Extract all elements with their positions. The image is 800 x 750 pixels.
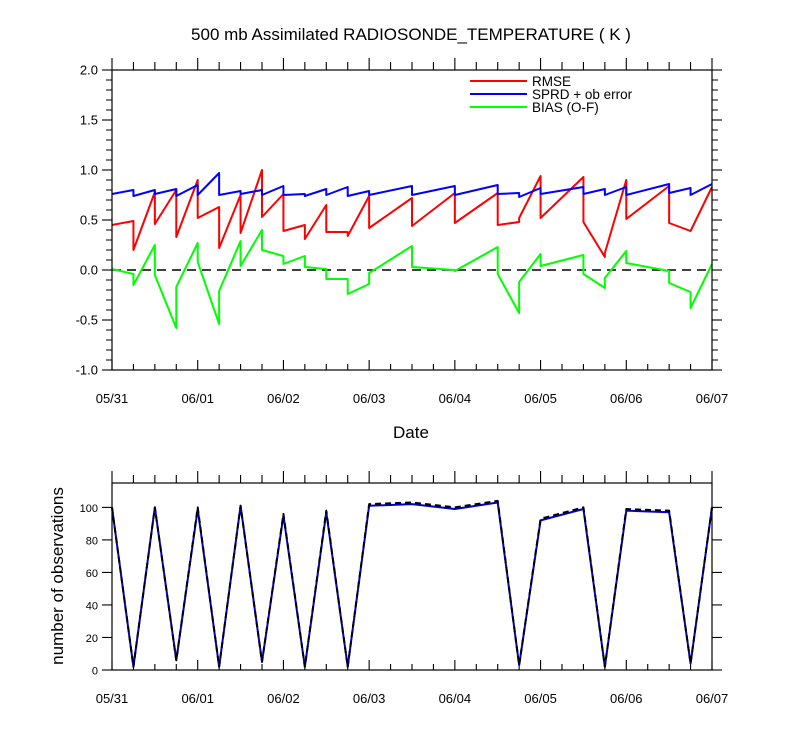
x-tick-label: 05/31 <box>96 691 129 706</box>
bottom-y-tick-labels: 0 20 40 60 80 100 <box>80 503 98 678</box>
y-tick-label: 0 <box>92 666 98 678</box>
top-y-tick-labels: -1.0 -0.5 0.0 0.5 1.0 1.5 2.0 <box>76 63 98 378</box>
series-line-observations-solid <box>111 501 713 668</box>
y-tick-label: 100 <box>80 503 98 515</box>
x-tick-label: 06/05 <box>524 691 557 706</box>
x-tick-label: 06/01 <box>181 691 214 706</box>
top-plot-frame <box>111 69 713 371</box>
y-tick-label: -0.5 <box>76 313 98 328</box>
y-tick-label: 2.0 <box>80 63 98 78</box>
x-tick-label: 06/05 <box>524 391 557 406</box>
x-tick-label: 06/03 <box>353 691 386 706</box>
x-tick-label: 06/03 <box>353 391 386 406</box>
y-axis-label: number of observations <box>48 487 67 665</box>
x-tick-label: 06/02 <box>267 391 300 406</box>
y-tick-label: 40 <box>86 600 98 612</box>
x-tick-label: 06/04 <box>439 391 472 406</box>
y-tick-label: -1.0 <box>76 363 98 378</box>
bottom-axes-ticks <box>102 471 722 671</box>
y-tick-label: 60 <box>86 568 98 580</box>
y-tick-label: 0.0 <box>80 263 98 278</box>
x-tick-label: 06/06 <box>610 391 643 406</box>
x-tick-label: 06/01 <box>181 391 214 406</box>
top-series-group <box>111 169 713 329</box>
legend-label: BIAS (O-F) <box>532 100 599 115</box>
y-tick-label: 0.5 <box>80 213 98 228</box>
y-tick-label: 1.0 <box>80 163 98 178</box>
x-tick-label: 06/06 <box>610 691 643 706</box>
x-tick-label: 06/07 <box>696 391 729 406</box>
y-tick-label: 20 <box>86 633 98 645</box>
x-tick-label: 05/31 <box>96 391 129 406</box>
x-axis-label: Date <box>393 423 429 442</box>
bottom-series-group <box>111 499 713 668</box>
y-tick-label: 80 <box>86 535 98 547</box>
top-x-tick-labels: 05/31 06/01 06/02 06/03 06/04 06/05 06/06 06/07 <box>96 391 729 406</box>
bottom-plot-frame <box>111 482 713 671</box>
top-axes-ticks <box>102 58 722 371</box>
series-line-bias-o-f <box>111 229 713 329</box>
x-tick-label: 06/07 <box>696 691 729 706</box>
chart-title: 500 mb Assimilated RADIOSONDE_TEMPERATUR… <box>191 25 631 44</box>
x-tick-label: 06/02 <box>267 691 300 706</box>
legend-label: RMSE <box>532 74 571 89</box>
x-tick-label: 06/04 <box>439 691 472 706</box>
bottom-x-tick-labels: 05/31 06/01 06/02 06/03 06/04 06/05 06/06 06/07 <box>96 691 729 706</box>
legend-label: SPRD + ob error <box>532 87 633 102</box>
series-line-sprd-ob-error <box>111 172 713 198</box>
series-line-observations-dashed <box>111 499 713 668</box>
series-line-rmse <box>111 169 713 258</box>
y-tick-label: 1.5 <box>80 113 98 128</box>
